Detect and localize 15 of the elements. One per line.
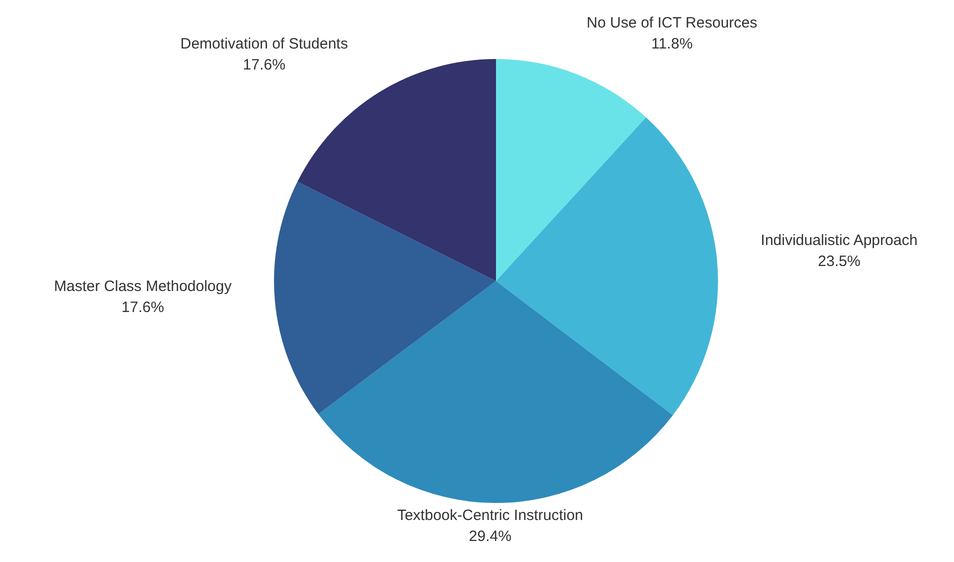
pie-slice <box>496 117 718 416</box>
slice-label: Individualistic Approach <box>760 232 918 249</box>
data-label: 17.6% <box>122 299 164 316</box>
pie-slice <box>496 59 646 281</box>
slice-label: Textbook-Centric Instruction <box>397 507 584 524</box>
data-label: 11.8% <box>651 36 693 53</box>
slice-label: Demotivation of Students <box>180 36 348 53</box>
pie-slice <box>318 281 673 503</box>
data-label: 23.5% <box>818 252 860 270</box>
data-label: 29.4% <box>468 528 512 545</box>
slice-label: Master Class Methodology <box>54 278 232 296</box>
slice-label: No Use of ICT Resources <box>586 14 758 32</box>
pie-slice <box>274 182 496 414</box>
data-label: 17.6% <box>242 56 286 74</box>
pie-slice <box>297 59 496 281</box>
